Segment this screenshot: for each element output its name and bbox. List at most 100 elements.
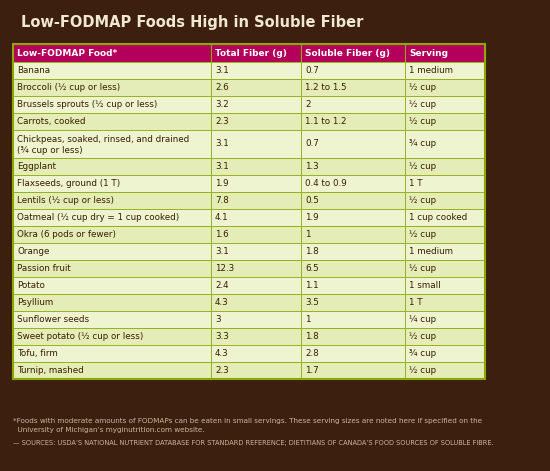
Text: 1.3: 1.3 <box>305 162 319 171</box>
Bar <box>405 192 485 209</box>
Text: 1.9: 1.9 <box>215 179 229 188</box>
Bar <box>211 158 301 175</box>
Bar <box>13 113 211 130</box>
Bar <box>211 62 301 79</box>
Text: 1 T: 1 T <box>409 179 422 188</box>
Text: 2.3: 2.3 <box>215 117 229 126</box>
Text: Turnip, mashed: Turnip, mashed <box>17 366 84 375</box>
Bar <box>405 294 485 311</box>
Bar <box>405 130 485 158</box>
Text: Potato: Potato <box>17 281 45 290</box>
Bar <box>301 158 405 175</box>
Text: 3.5: 3.5 <box>305 298 319 307</box>
Text: Orange: Orange <box>17 247 50 256</box>
Bar <box>405 158 485 175</box>
Bar <box>405 113 485 130</box>
Text: 0.7: 0.7 <box>305 139 319 148</box>
Bar <box>211 44 301 62</box>
Text: Psyllium: Psyllium <box>17 298 53 307</box>
Bar <box>211 328 301 345</box>
Bar <box>211 311 301 328</box>
Text: 2.8: 2.8 <box>305 349 319 358</box>
Bar <box>405 44 485 62</box>
Text: ½ cup: ½ cup <box>409 196 436 205</box>
Text: Sunflower seeds: Sunflower seeds <box>17 315 89 324</box>
Text: 3.1: 3.1 <box>215 162 229 171</box>
Text: Broccoli (½ cup or less): Broccoli (½ cup or less) <box>17 83 120 92</box>
Text: Soluble Fiber (g): Soluble Fiber (g) <box>305 49 390 57</box>
Bar <box>13 79 211 96</box>
Text: 4.3: 4.3 <box>215 349 229 358</box>
Bar <box>301 130 405 158</box>
Text: 1 small: 1 small <box>409 281 441 290</box>
Bar <box>13 328 211 345</box>
Bar <box>211 175 301 192</box>
Text: 3: 3 <box>215 315 221 324</box>
Bar <box>405 311 485 328</box>
Text: ½ cup: ½ cup <box>409 162 436 171</box>
Bar <box>301 44 405 62</box>
Text: ½ cup: ½ cup <box>409 366 436 375</box>
Text: Banana: Banana <box>17 66 50 75</box>
Text: 1.7: 1.7 <box>305 366 319 375</box>
Text: Serving: Serving <box>409 49 448 57</box>
Bar <box>211 209 301 226</box>
Bar <box>211 260 301 277</box>
Text: ½ cup: ½ cup <box>409 83 436 92</box>
Bar <box>301 175 405 192</box>
Text: 2.3: 2.3 <box>215 366 229 375</box>
Text: 1 cup cooked: 1 cup cooked <box>409 213 468 222</box>
Bar <box>405 62 485 79</box>
Text: 6.5: 6.5 <box>305 264 319 273</box>
Bar <box>301 328 405 345</box>
Bar <box>301 226 405 243</box>
Text: University of Michigan’s myginutrition.com website.: University of Michigan’s myginutrition.c… <box>13 427 205 433</box>
Bar <box>301 362 405 379</box>
Text: 1.6: 1.6 <box>215 230 229 239</box>
Text: 4.1: 4.1 <box>215 213 229 222</box>
Bar <box>211 113 301 130</box>
Bar <box>13 209 211 226</box>
Text: Flaxseeds, ground (1 T): Flaxseeds, ground (1 T) <box>17 179 120 188</box>
Text: 12.3: 12.3 <box>215 264 234 273</box>
Text: Sweet potato (½ cup or less): Sweet potato (½ cup or less) <box>17 332 144 341</box>
Text: 2.6: 2.6 <box>215 83 229 92</box>
Text: Passion fruit: Passion fruit <box>17 264 71 273</box>
Bar <box>13 362 211 379</box>
Bar <box>13 226 211 243</box>
Bar <box>13 130 211 158</box>
Text: 2.4: 2.4 <box>215 281 229 290</box>
Bar <box>13 345 211 362</box>
Bar <box>405 209 485 226</box>
Text: Low-FODMAP Food*: Low-FODMAP Food* <box>17 49 117 57</box>
Text: 1 medium: 1 medium <box>409 247 453 256</box>
Bar <box>405 175 485 192</box>
Text: Eggplant: Eggplant <box>17 162 56 171</box>
Bar <box>301 311 405 328</box>
Text: ½ cup: ½ cup <box>409 117 436 126</box>
Text: 4.3: 4.3 <box>215 298 229 307</box>
Bar <box>405 226 485 243</box>
Bar <box>301 192 405 209</box>
Bar <box>13 243 211 260</box>
Text: 1.1: 1.1 <box>305 281 318 290</box>
Text: ¾ cup: ¾ cup <box>409 349 436 358</box>
Bar <box>301 294 405 311</box>
Bar <box>13 158 211 175</box>
Bar <box>301 79 405 96</box>
Text: 3.2: 3.2 <box>215 100 229 109</box>
Text: Oatmeal (½ cup dry = 1 cup cooked): Oatmeal (½ cup dry = 1 cup cooked) <box>17 213 179 222</box>
Bar <box>211 345 301 362</box>
Text: ½ cup: ½ cup <box>409 230 436 239</box>
Text: Lentils (½ cup or less): Lentils (½ cup or less) <box>17 196 114 205</box>
Text: Low-FODMAP Foods High in Soluble Fiber: Low-FODMAP Foods High in Soluble Fiber <box>21 15 364 30</box>
Bar <box>13 4 537 40</box>
Bar <box>301 62 405 79</box>
Bar <box>301 209 405 226</box>
Bar <box>211 243 301 260</box>
Text: 7.8: 7.8 <box>215 196 229 205</box>
Bar <box>301 113 405 130</box>
Text: 1 medium: 1 medium <box>409 66 453 75</box>
Bar <box>301 96 405 113</box>
Text: Chickpeas, soaked, rinsed, and drained: Chickpeas, soaked, rinsed, and drained <box>17 135 189 144</box>
